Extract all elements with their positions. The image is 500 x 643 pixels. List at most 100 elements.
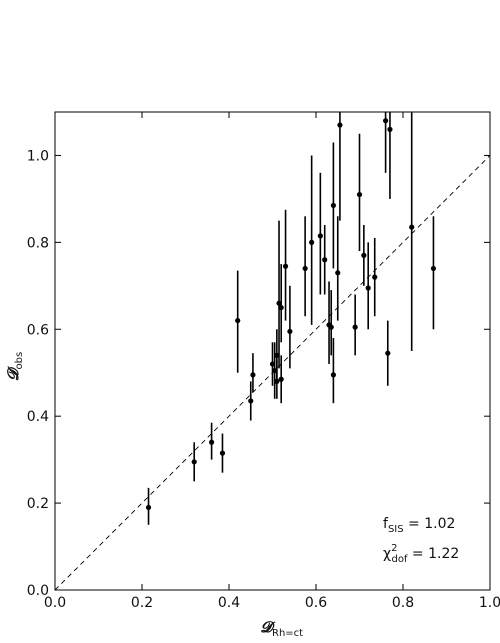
data-point-group	[372, 238, 378, 317]
y-tick-label: 0.6	[27, 322, 49, 338]
data-point	[352, 324, 358, 330]
data-point	[250, 372, 256, 378]
data-point-group	[278, 355, 284, 404]
data-point	[356, 191, 363, 198]
data-point-group	[278, 264, 284, 343]
annotation-superscript: 2	[391, 543, 397, 554]
data-point-group	[356, 133, 363, 252]
x-axis-label-symbol: 𝓓	[261, 618, 276, 636]
data-point	[330, 372, 336, 378]
data-point-group	[209, 422, 215, 460]
data-point	[282, 263, 289, 269]
data-point	[248, 398, 254, 404]
data-point-group	[337, 112, 343, 221]
y-axis-label-symbol: 𝓓	[4, 366, 22, 381]
data-point-group	[365, 242, 371, 330]
data-point	[328, 324, 334, 330]
data-point-group	[145, 487, 152, 525]
data-points	[145, 112, 437, 525]
data-point-group	[352, 294, 358, 356]
data-point	[317, 233, 323, 239]
data-point	[383, 118, 389, 124]
annotations: fSIS = 1.02 χ2 dof = 1.22	[383, 516, 459, 565]
data-point	[278, 376, 284, 382]
data-point-group	[248, 381, 254, 421]
y-tick-label: 0.8	[27, 235, 49, 251]
x-tick-label: 0.6	[305, 595, 327, 611]
annotation-subscript: dof	[391, 554, 407, 565]
data-point-group	[322, 224, 328, 295]
data-point	[335, 270, 341, 276]
data-point-group	[430, 216, 437, 330]
data-point	[309, 239, 315, 245]
x-tick-label: 0.0	[44, 595, 66, 611]
y-tick-label: 1.0	[27, 148, 49, 164]
data-point	[337, 122, 343, 128]
data-point	[385, 350, 391, 356]
data-point-group	[219, 433, 226, 473]
x-axis-label-subscript: Rh=ct	[272, 628, 303, 639]
data-point	[191, 459, 197, 465]
data-point-group	[250, 353, 256, 393]
data-point-group	[361, 224, 367, 286]
data-point	[269, 361, 276, 367]
data-point	[219, 450, 226, 456]
data-point-group	[235, 270, 241, 373]
annotation-subscript: SIS	[388, 524, 404, 535]
data-point	[209, 439, 215, 445]
data-point-group	[276, 220, 282, 369]
y-tick-label: 0.4	[27, 409, 49, 425]
y-tick-label: 0.2	[27, 496, 49, 512]
data-point-group	[287, 285, 293, 369]
data-point-group	[309, 155, 315, 325]
y-axis-label-subscript: obs	[14, 352, 25, 370]
data-point	[372, 274, 378, 280]
data-point-group	[330, 142, 336, 269]
data-point	[272, 367, 278, 374]
data-point-group	[269, 342, 276, 386]
data-point	[276, 300, 282, 306]
data-point	[287, 328, 293, 335]
x-axis-label: 𝓓Rh=ct	[261, 618, 304, 639]
data-point-group	[385, 320, 391, 386]
data-point	[235, 317, 241, 324]
data-point	[322, 257, 328, 263]
data-point	[387, 126, 393, 132]
plot-area	[54, 111, 491, 591]
annotation-value: = 1.22	[407, 546, 459, 562]
annotation-value: = 1.02	[404, 516, 456, 532]
data-point-group	[282, 209, 289, 321]
data-point-group	[328, 290, 334, 356]
x-tick-label: 1.0	[479, 595, 500, 611]
x-tick-label: 0.4	[218, 595, 240, 611]
data-point-group	[330, 337, 336, 404]
data-point-group	[383, 112, 389, 173]
y-axis-label: 𝓓obs	[4, 352, 25, 381]
axis-ticks: 0.0 0.2 0.4 0.6 0.8 1.0 0.0 0.2 0.4 0.6 0.8 1.0	[27, 112, 500, 611]
data-point	[330, 202, 336, 209]
plot-frame	[54, 111, 491, 591]
data-point	[430, 265, 437, 272]
x-tick-label: 0.8	[392, 595, 414, 611]
data-point-group	[191, 442, 197, 482]
data-point-group	[335, 216, 341, 321]
x-tick-label: 0.2	[131, 595, 153, 611]
data-point	[145, 504, 152, 511]
data-point	[361, 252, 367, 258]
y-tick-label: 0.0	[27, 583, 49, 599]
annotation-text: χ2 dof = 1.22	[383, 543, 459, 565]
data-point-group	[302, 216, 308, 317]
annotation-text: fSIS = 1.02	[383, 516, 455, 535]
data-point	[274, 352, 280, 358]
data-point	[409, 224, 415, 230]
data-point-group	[387, 112, 393, 199]
data-point-group	[274, 329, 280, 382]
data-point	[302, 265, 308, 272]
annotation-symbol: f	[383, 516, 389, 532]
data-point-group	[272, 342, 278, 399]
annotation-symbol: χ	[383, 546, 391, 562]
data-point-group	[409, 112, 415, 351]
data-point	[278, 304, 284, 311]
